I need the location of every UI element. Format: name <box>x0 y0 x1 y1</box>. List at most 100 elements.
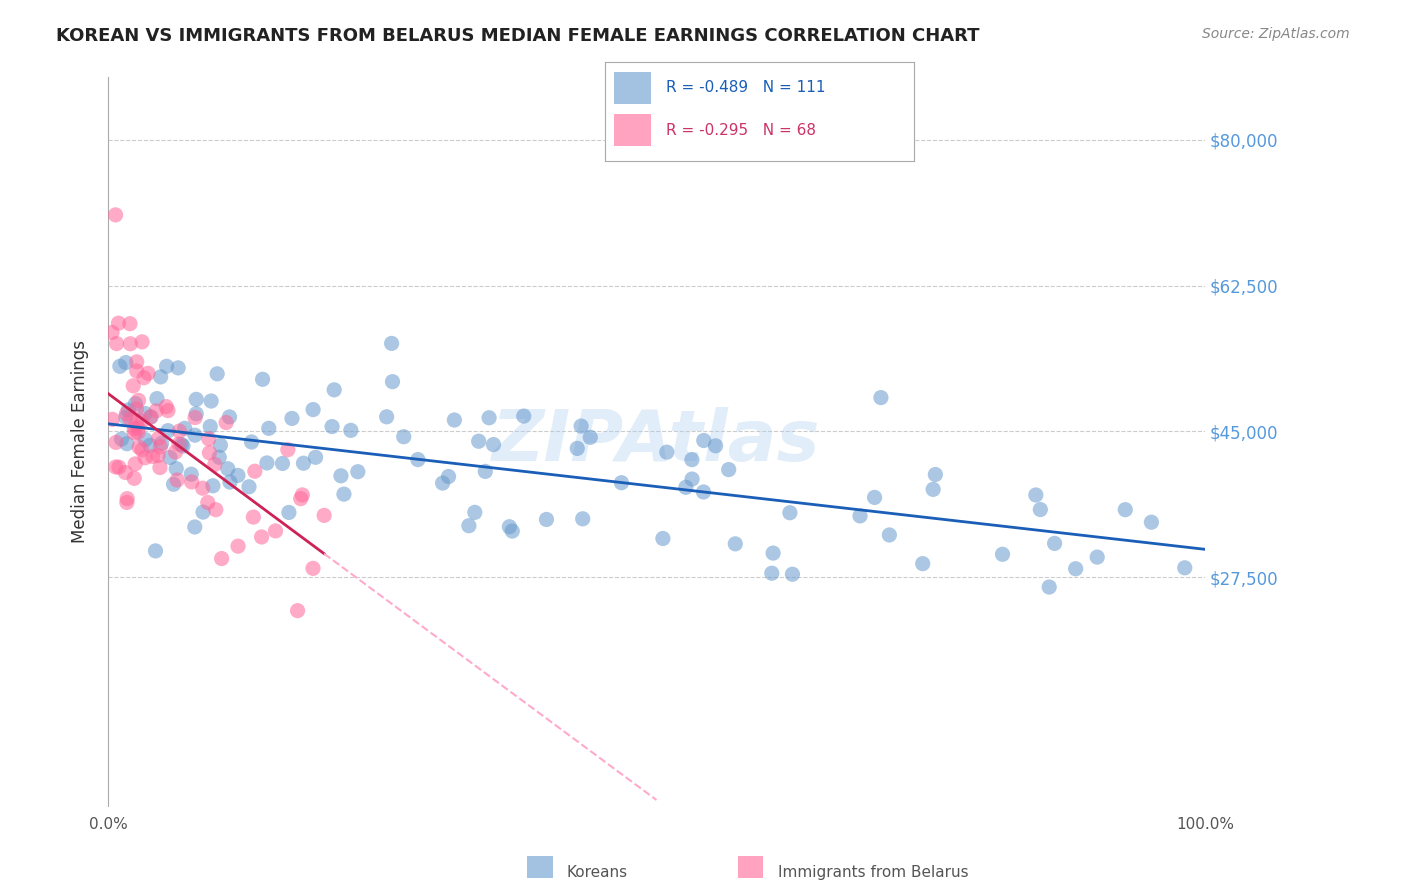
Point <box>226 539 249 553</box>
Point <box>156 403 179 417</box>
Point <box>571 512 593 526</box>
Point <box>127 425 149 440</box>
Point <box>264 524 287 538</box>
Point <box>170 437 193 451</box>
Point <box>149 369 172 384</box>
Point <box>105 336 128 351</box>
Point <box>108 460 131 475</box>
Point <box>243 464 266 478</box>
Point <box>432 476 454 491</box>
Point <box>159 450 181 465</box>
Text: ZIPAtlas: ZIPAtlas <box>492 408 821 476</box>
Text: R = -0.489   N = 111: R = -0.489 N = 111 <box>666 80 825 95</box>
Point <box>467 434 489 449</box>
Point <box>134 450 156 465</box>
Point <box>146 449 169 463</box>
Point <box>610 475 633 490</box>
Point <box>1174 561 1197 575</box>
Point <box>124 425 146 440</box>
Point <box>127 393 149 408</box>
Point <box>184 428 207 442</box>
Point <box>281 411 304 425</box>
Point <box>271 457 294 471</box>
Point <box>122 471 145 485</box>
Point <box>149 460 172 475</box>
Point <box>125 402 148 417</box>
Point <box>104 208 127 222</box>
Point <box>1043 536 1066 550</box>
Point <box>205 367 228 381</box>
Point <box>464 505 486 519</box>
Point <box>184 410 207 425</box>
Point <box>290 491 312 506</box>
Point <box>208 450 231 465</box>
Point <box>110 432 132 446</box>
Point <box>125 355 148 369</box>
Point <box>215 416 238 430</box>
Point <box>139 409 162 424</box>
Point <box>304 450 326 465</box>
Point <box>165 445 187 459</box>
Point <box>870 391 893 405</box>
Point <box>139 438 162 452</box>
Point <box>924 467 946 482</box>
Point <box>567 442 589 456</box>
Point <box>579 430 602 444</box>
Point <box>148 431 170 445</box>
Text: Immigrants from Belarus: Immigrants from Belarus <box>778 865 969 880</box>
Point <box>184 520 207 534</box>
Point <box>392 430 415 444</box>
Point <box>256 456 278 470</box>
Point <box>115 491 138 506</box>
Point <box>198 446 221 460</box>
Point <box>782 567 804 582</box>
Point <box>482 437 505 451</box>
Point <box>186 392 208 407</box>
Bar <box>614 72 651 103</box>
Text: Source: ZipAtlas.com: Source: ZipAtlas.com <box>1202 27 1350 41</box>
Point <box>323 383 346 397</box>
Point <box>437 469 460 483</box>
Point <box>474 464 496 478</box>
Point <box>498 519 520 533</box>
Point <box>762 546 785 560</box>
Point <box>150 436 173 450</box>
Point <box>134 407 156 421</box>
Point <box>132 370 155 384</box>
Point <box>131 414 153 428</box>
Point <box>1114 502 1136 516</box>
Point <box>240 435 263 450</box>
Point <box>122 379 145 393</box>
Point <box>779 506 801 520</box>
Point <box>145 404 167 418</box>
Point <box>105 435 128 450</box>
Point <box>1025 488 1047 502</box>
Point <box>346 465 368 479</box>
Point <box>217 462 239 476</box>
Point <box>911 557 934 571</box>
Point <box>406 452 429 467</box>
Text: Koreans: Koreans <box>567 865 627 880</box>
Point <box>226 468 249 483</box>
Point <box>114 355 136 369</box>
Point <box>156 424 179 438</box>
Point <box>457 518 479 533</box>
Point <box>124 397 146 411</box>
Point <box>333 487 356 501</box>
Point <box>692 485 714 500</box>
Point <box>127 421 149 435</box>
Point <box>142 450 165 464</box>
Point <box>149 440 172 454</box>
Point <box>131 334 153 349</box>
Point <box>101 326 124 340</box>
Point <box>172 439 194 453</box>
Point <box>277 505 299 519</box>
Point <box>107 316 129 330</box>
Point <box>717 462 740 476</box>
Point <box>200 419 222 434</box>
Point <box>655 445 678 459</box>
Point <box>381 336 404 351</box>
Point <box>340 423 363 437</box>
Point <box>302 561 325 575</box>
Point <box>191 481 214 495</box>
